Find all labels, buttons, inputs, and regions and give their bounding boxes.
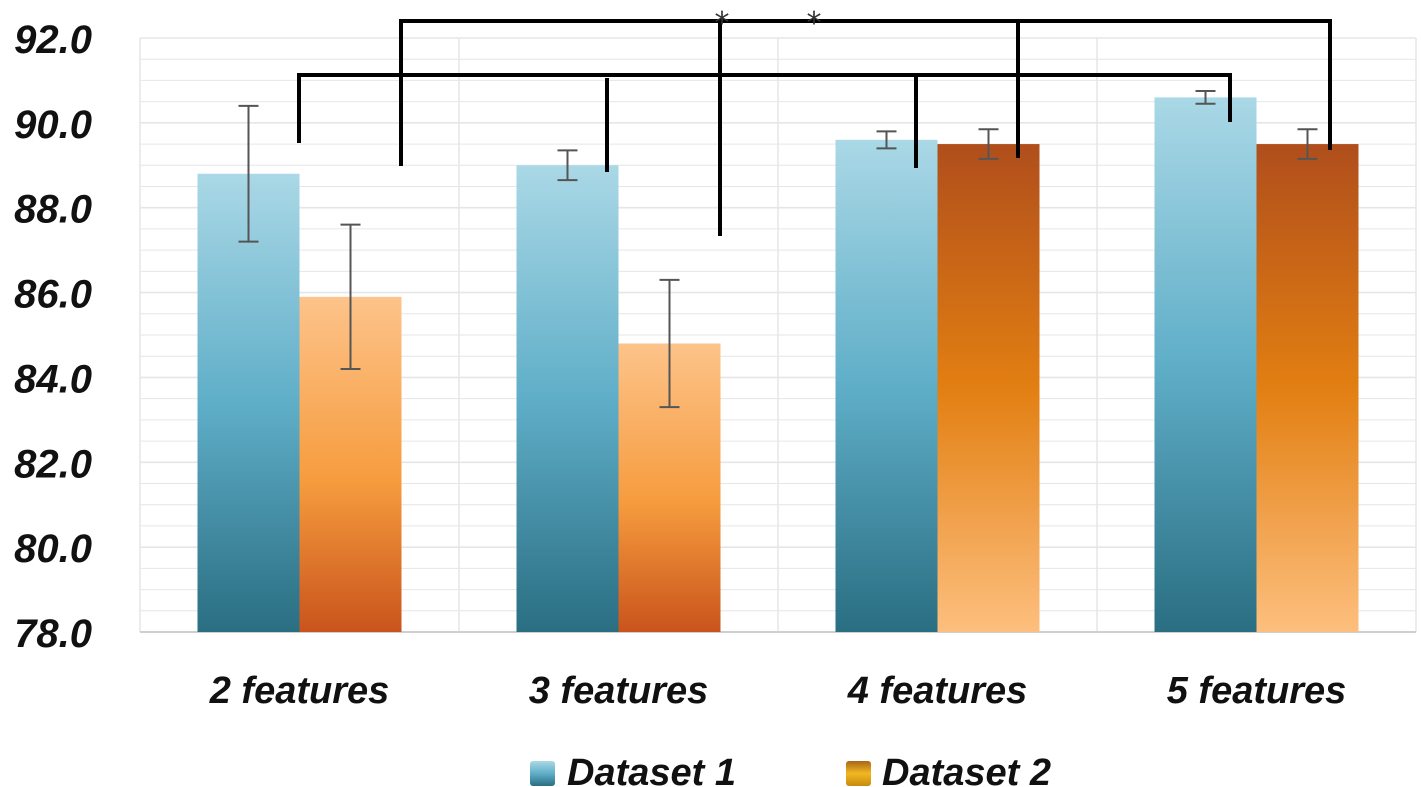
legend: Dataset 1 Dataset 2 [530, 752, 1051, 787]
x-tick-label: 4 features [847, 670, 1028, 712]
legend-label-dataset-1: Dataset 1 [567, 752, 736, 787]
significance-star: * [807, 6, 822, 41]
bar-dataset-1 [1154, 97, 1257, 632]
y-tick-label: 80.0 [14, 527, 92, 571]
bar-dataset-1 [835, 139, 938, 633]
bar-dataset-1 [197, 173, 300, 632]
y-tick-label: 84.0 [14, 357, 92, 401]
y-tick-label: 78.0 [14, 612, 92, 656]
x-tick-label: 2 features [209, 670, 390, 712]
error-bars [238, 90, 1318, 409]
bar-dataset-2 [937, 144, 1040, 633]
y-tick-label: 88.0 [14, 188, 92, 232]
bar-dataset-1 [516, 165, 619, 633]
bracket-dataset-1 [297, 73, 1232, 143]
x-tick-label: 5 features [1167, 670, 1347, 712]
y-tick-label: 90.0 [14, 103, 92, 147]
significance-brackets: * * [297, 6, 1332, 236]
bar-dataset-2 [1256, 144, 1359, 633]
y-tick-label: 82.0 [14, 442, 92, 486]
labels: 78.0 80.0 82.0 84.0 86.0 88.0 90.0 92.0 2 featur… [14, 18, 1346, 712]
x-tick-label: 3 features [529, 670, 709, 712]
bracket-dataset-2 [399, 19, 1332, 166]
legend-label-dataset-2: Dataset 2 [882, 752, 1051, 787]
legend-swatch-dataset-2 [846, 761, 871, 786]
legend-swatch-dataset-1 [530, 761, 555, 786]
y-tick-label: 92.0 [14, 18, 92, 62]
significance-star: * [715, 6, 730, 41]
y-tick-label: 86.0 [14, 273, 92, 317]
bars [197, 97, 1359, 633]
